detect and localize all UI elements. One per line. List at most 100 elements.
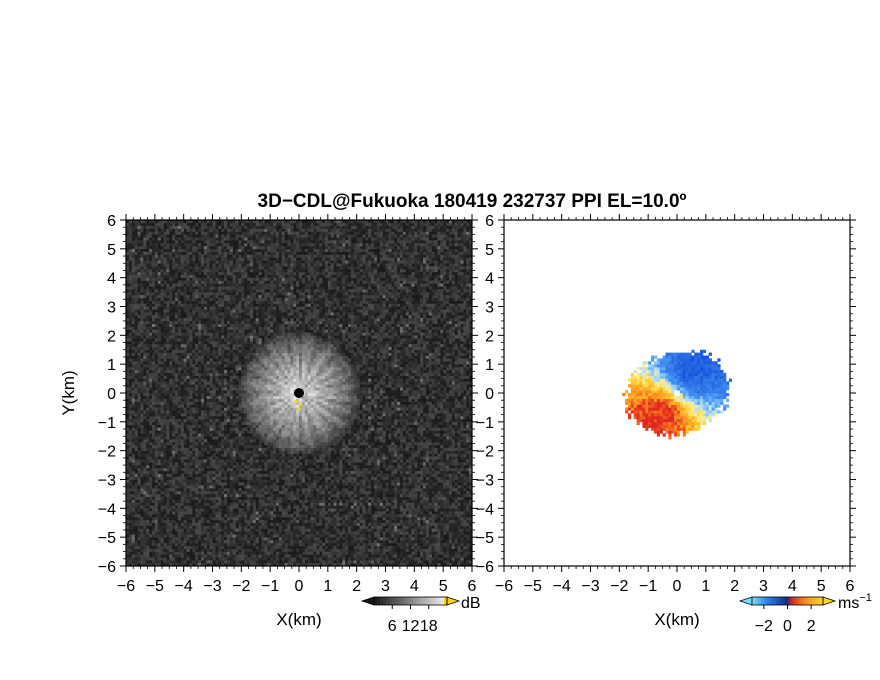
- reflectivity-cell: [226, 505, 231, 509]
- reflectivity-cell: [157, 294, 161, 299]
- reflectivity-cell: [180, 240, 184, 244]
- reflectivity-cell: [177, 491, 182, 495]
- reflectivity-cell: [212, 381, 216, 385]
- reflectivity-cell: [183, 401, 187, 405]
- reflectivity-cell: [209, 292, 213, 296]
- reflectivity-cell: [241, 309, 245, 313]
- reflectivity-cell: [195, 554, 199, 558]
- reflectivity-cell: [146, 343, 150, 348]
- reflectivity-cell: [200, 447, 205, 451]
- reflectivity-cell: [224, 528, 228, 532]
- reflectivity-cell: [169, 563, 173, 567]
- reflectivity-cell: [261, 430, 265, 434]
- reflectivity-cell: [189, 531, 193, 535]
- reflectivity-cell: [229, 502, 233, 506]
- reflectivity-cell: [146, 398, 150, 402]
- reflectivity-cell: [244, 338, 248, 342]
- reflectivity-cell: [166, 479, 170, 483]
- reflectivity-cell: [229, 300, 233, 304]
- reflectivity-cell: [186, 309, 190, 313]
- reflectivity-cell: [249, 421, 254, 426]
- reflectivity-cell: [206, 476, 210, 480]
- reflectivity-cell: [183, 430, 187, 434]
- reflectivity-cell: [258, 343, 262, 348]
- reflectivity-cell: [255, 384, 259, 388]
- reflectivity-cell: [212, 427, 216, 431]
- reflectivity-cell: [200, 542, 205, 547]
- reflectivity-cell: [169, 369, 173, 374]
- reflectivity-cell: [169, 525, 173, 529]
- reflectivity-cell: [218, 381, 222, 385]
- reflectivity-cell: [218, 525, 222, 529]
- reflectivity-cell: [172, 424, 176, 428]
- reflectivity-cell: [172, 493, 176, 498]
- reflectivity-cell: [189, 537, 193, 541]
- reflectivity-cell: [175, 424, 179, 428]
- reflectivity-cell: [137, 516, 141, 521]
- reflectivity-cell: [175, 228, 179, 232]
- reflectivity-cell: [146, 462, 150, 466]
- reflectivity-cell: [189, 387, 193, 391]
- reflectivity-cell: [157, 329, 161, 333]
- reflectivity-cell: [221, 245, 225, 250]
- reflectivity-cell: [163, 390, 167, 394]
- reflectivity-cell: [255, 430, 259, 434]
- reflectivity-cell: [149, 404, 153, 408]
- reflectivity-cell: [172, 473, 176, 477]
- reflectivity-cell: [149, 335, 153, 339]
- reflectivity-cell: [241, 540, 245, 544]
- reflectivity-cell: [218, 430, 222, 434]
- reflectivity-cell: [154, 257, 159, 261]
- reflectivity-cell: [160, 349, 164, 353]
- reflectivity-cell: [137, 508, 141, 512]
- reflectivity-cell: [218, 514, 222, 518]
- reflectivity-cell: [166, 309, 170, 313]
- reflectivity-cell: [157, 237, 161, 241]
- reflectivity-cell: [244, 257, 248, 261]
- reflectivity-cell: [160, 496, 164, 500]
- reflectivity-cell: [244, 418, 248, 423]
- reflectivity-cell: [175, 240, 179, 244]
- reflectivity-cell: [200, 237, 205, 241]
- reflectivity-cell: [209, 456, 213, 460]
- reflectivity-cell: [160, 436, 164, 440]
- reflectivity-cell: [198, 563, 202, 567]
- reflectivity-cell: [180, 456, 184, 460]
- reflectivity-cell: [221, 283, 225, 287]
- reflectivity-cell: [258, 286, 262, 290]
- reflectivity-cell: [192, 358, 196, 362]
- reflectivity-cell: [186, 263, 190, 267]
- reflectivity-cell: [229, 395, 233, 400]
- reflectivity-cell: [209, 496, 213, 500]
- reflectivity-cell: [241, 367, 245, 371]
- reflectivity-cell: [200, 289, 205, 293]
- reflectivity-cell: [143, 384, 147, 388]
- reflectivity-cell: [192, 447, 196, 451]
- reflectivity-cell: [131, 450, 135, 454]
- reflectivity-cell: [244, 545, 248, 549]
- reflectivity-cell: [128, 335, 133, 339]
- reflectivity-cell: [149, 294, 153, 299]
- reflectivity-cell: [175, 488, 179, 492]
- reflectivity-cell: [160, 274, 164, 278]
- reflectivity-cell: [126, 537, 130, 541]
- reflectivity-cell: [221, 557, 225, 561]
- reflectivity-cell: [238, 548, 242, 552]
- reflectivity-cell: [157, 369, 161, 374]
- reflectivity-cell: [226, 329, 231, 333]
- reflectivity-cell: [241, 306, 245, 310]
- reflectivity-cell: [232, 560, 236, 564]
- reflectivity-cell: [186, 395, 190, 400]
- reflectivity-cell: [198, 514, 202, 518]
- reflectivity-cell: [186, 502, 190, 506]
- reflectivity-cell: [218, 254, 222, 258]
- reflectivity-cell: [192, 243, 196, 247]
- reflectivity-cell: [255, 447, 259, 451]
- reflectivity-cell: [247, 335, 251, 339]
- reflectivity-cell: [186, 346, 190, 351]
- reflectivity-cell: [149, 473, 153, 477]
- reflectivity-cell: [252, 496, 257, 500]
- reflectivity-cell: [235, 554, 239, 558]
- reflectivity-cell: [146, 269, 150, 273]
- reflectivity-cell: [140, 300, 144, 304]
